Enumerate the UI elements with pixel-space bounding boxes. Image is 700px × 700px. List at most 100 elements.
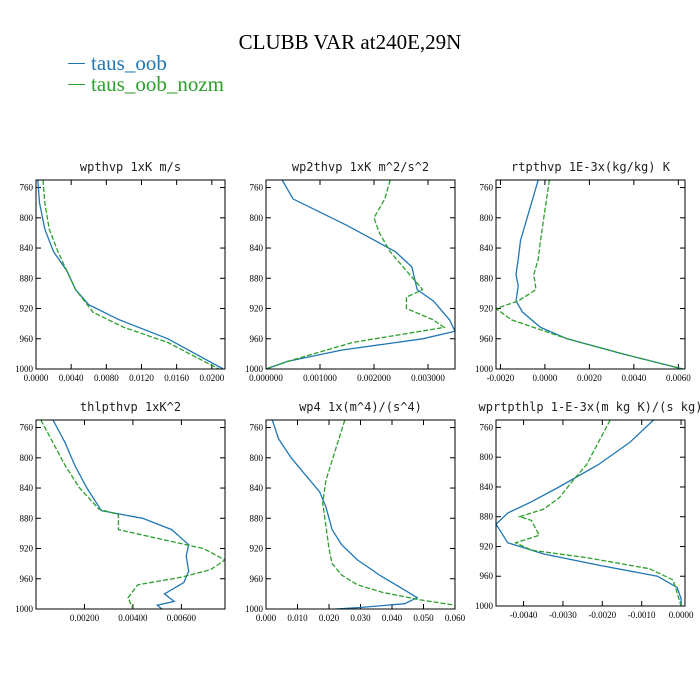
panel-title: rtpthvp 1E-3x(kg/kg) K — [511, 160, 671, 174]
y-tick-label: 1000 — [15, 604, 34, 614]
y-tick-label: 920 — [480, 304, 494, 314]
series-line-taus-oob — [496, 420, 682, 606]
x-tick-label: -0.0030 — [549, 610, 577, 620]
series-line-taus-oob — [37, 180, 224, 369]
y-tick-label: 800 — [250, 453, 264, 463]
y-tick-label: 760 — [480, 422, 494, 432]
plot-frame — [495, 179, 686, 370]
y-tick-label: 960 — [250, 334, 264, 344]
x-tick-label: 0.0020 — [577, 373, 602, 383]
plot-frame — [35, 179, 226, 370]
y-tick-label: 960 — [480, 571, 494, 581]
plot-frame — [35, 419, 226, 610]
series-line-taus-oob-nozm — [496, 180, 683, 369]
x-tick-label: 0.060 — [445, 613, 466, 623]
x-tick-label: 0.0000 — [533, 373, 558, 383]
y-tick-label: 800 — [250, 213, 264, 223]
x-tick-label: 0.0120 — [129, 373, 154, 383]
x-tick-label: 0.010 — [287, 613, 308, 623]
legend-item-taus-oob: taus_oob — [68, 50, 167, 75]
panel-4: thlpthvp 1xK^2 760 800 840 880 920 960 1000 0.00… — [15, 400, 226, 623]
panel-title: thlpthvp 1xK^2 — [80, 400, 181, 414]
y-tick-label: 1000 — [245, 604, 264, 614]
x-tick-label: 0.0060 — [666, 373, 691, 383]
panel-title: wpthvp 1xK m/s — [80, 160, 181, 174]
series-line-taus-oob — [515, 180, 683, 369]
chart-title: CLUBB VAR at240E,29N — [238, 30, 462, 54]
y-tick-label: 880 — [480, 273, 494, 283]
legend-item-taus-oob-nozm: taus_oob_nozm — [68, 71, 224, 96]
x-tick-label: 0.0000 — [669, 610, 694, 620]
x-tick-label: 0.00200 — [70, 613, 100, 623]
panel-1: wpthvp 1xK m/s76080084088092096010000.00… — [15, 160, 226, 383]
x-tick-label: 0.0040 — [621, 373, 646, 383]
y-tick-label: 840 — [20, 243, 34, 253]
plot-frame — [265, 419, 456, 610]
series-line-taus-oob-nozm — [266, 180, 446, 369]
y-tick-label: 1000 — [475, 364, 494, 374]
y-tick-label: 760 — [20, 423, 34, 433]
x-tick-label: -0.0010 — [628, 610, 656, 620]
series-line-taus-oob-nozm — [42, 180, 220, 369]
y-tick-label: 800 — [480, 213, 494, 223]
x-tick-label: 0.040 — [382, 613, 403, 623]
x-tick-label: 0.00600 — [167, 613, 197, 623]
x-tick-label: 0.002000 — [357, 373, 391, 383]
y-tick-label: 800 — [480, 452, 494, 462]
y-tick-label: 880 — [480, 512, 494, 522]
y-tick-label: 960 — [250, 574, 264, 584]
y-tick-label: 800 — [20, 453, 34, 463]
y-tick-label: 1000 — [15, 364, 34, 374]
series-line-taus-oob — [266, 180, 455, 369]
x-tick-label: 0.0040 — [59, 373, 84, 383]
y-tick-label: 920 — [20, 544, 34, 554]
y-tick-label: 920 — [250, 544, 264, 554]
x-tick-label: -0.0020 — [588, 610, 616, 620]
plot-frame — [495, 419, 686, 607]
x-tick-label: 0.003000 — [411, 373, 445, 383]
series-line-taus-oob-nozm — [40, 420, 225, 609]
y-tick-label: 920 — [250, 304, 264, 314]
series-line-taus-oob — [271, 420, 419, 609]
series-line-taus-oob — [52, 420, 190, 609]
panel-title: wp2thvp 1xK m^2/s^2 — [292, 160, 429, 174]
y-tick-label: 960 — [20, 574, 34, 584]
x-tick-label: 0.001000 — [303, 373, 337, 383]
y-tick-label: 760 — [250, 423, 264, 433]
series-line-taus-oob-nozm — [513, 420, 682, 606]
y-tick-label: 840 — [480, 482, 494, 492]
x-tick-label: 0.030 — [350, 613, 371, 623]
y-tick-label: 840 — [480, 243, 494, 253]
y-tick-label: 800 — [20, 213, 34, 223]
y-tick-label: 880 — [250, 513, 264, 523]
x-tick-label: 0.0160 — [164, 373, 189, 383]
x-tick-label: 0.0000 — [24, 373, 49, 383]
x-tick-label: 0.050 — [413, 613, 434, 623]
series-line-taus-oob-nozm — [322, 420, 455, 609]
panel-title: wprtpthlp 1-E-3x(m kg K)/(s kg) — [479, 400, 700, 414]
y-tick-label: 1000 — [245, 364, 264, 374]
x-tick-label: -0.0040 — [510, 610, 538, 620]
panel-6: wprtpthlp 1-E-3x(m kg K)/(s kg) 760 800 840… — [475, 400, 700, 620]
x-tick-label: 0.000000 — [249, 373, 283, 383]
y-tick-label: 760 — [250, 183, 264, 193]
legend-swatch — [68, 83, 85, 85]
x-tick-label: 0.0080 — [94, 373, 119, 383]
x-tick-label: 0.000 — [256, 613, 277, 623]
panel-2: wp2thvp 1xK m^2/s^2 760 800 840 880 920 960 100… — [245, 160, 456, 383]
y-tick-label: 880 — [20, 513, 34, 523]
y-tick-label: 840 — [20, 483, 34, 493]
legend-label: taus_oob_nozm — [91, 71, 224, 96]
legend-label: taus_oob — [91, 50, 167, 75]
y-tick-label: 920 — [20, 304, 34, 314]
panel-5: wp4 1x(m^4)/(s^4)76080084088092096010000… — [245, 400, 466, 623]
y-tick-label: 1000 — [475, 601, 494, 611]
y-tick-label: 920 — [480, 541, 494, 551]
x-tick-label: 0.020 — [319, 613, 340, 623]
panel-title: wp4 1x(m^4)/(s^4) — [299, 400, 422, 414]
legend-swatch — [68, 62, 85, 64]
y-tick-label: 880 — [250, 273, 264, 283]
y-tick-label: 880 — [20, 273, 34, 283]
y-tick-label: 840 — [250, 483, 264, 493]
